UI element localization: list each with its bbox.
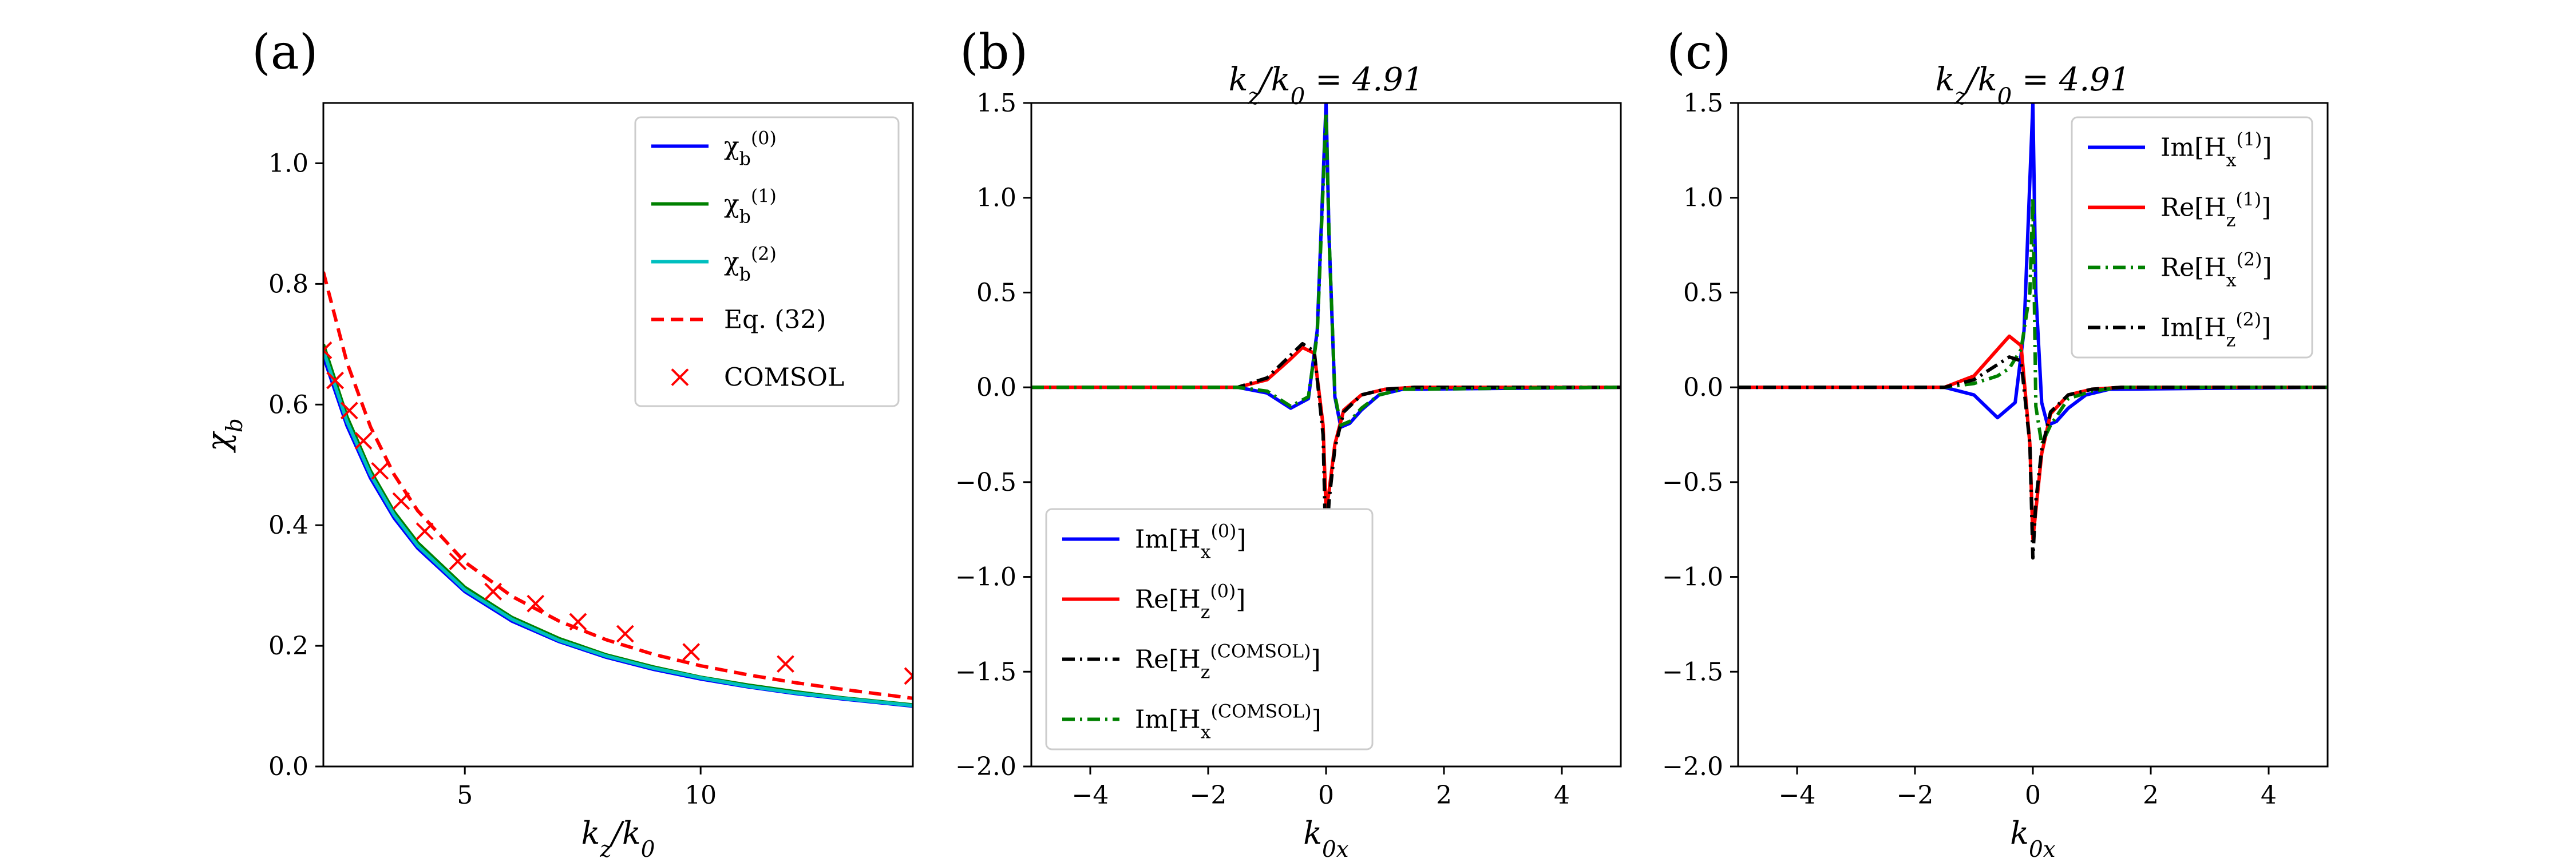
series-line-3 — [323, 271, 913, 700]
legend-entry-label: COMSOL — [724, 363, 844, 392]
legend-entry-label: χb(2) — [724, 244, 777, 285]
y-tick-label: 1.0 — [1683, 184, 1723, 213]
y-tick-label: 0.0 — [268, 752, 308, 781]
legend-entry-label: χb(0) — [724, 129, 777, 170]
legend-entry-label: Im[Hz(2)] — [2160, 310, 2271, 351]
series-line-0 — [323, 355, 913, 708]
y-tick-label: 0.6 — [268, 390, 308, 419]
data-point-x-marker — [569, 613, 587, 631]
y-tick-label: −1.5 — [1662, 657, 1723, 686]
x-tick-label: 2 — [1436, 781, 1452, 810]
legend-entry-label: Im[Hx(1)] — [2160, 130, 2272, 171]
x-axis-label: kz/k0 — [581, 815, 655, 858]
y-tick-label: −0.5 — [1662, 468, 1723, 497]
x-tick-label: −4 — [1779, 781, 1816, 810]
y-tick-label: −1.5 — [955, 657, 1016, 686]
data-point-x-marker — [326, 371, 345, 390]
chart-title: kz/k0 = 4.91 — [1229, 61, 1424, 110]
x-axis-label: k0x — [1303, 815, 1348, 858]
plot-frame — [322, 102, 914, 768]
series-line-3 — [1031, 110, 1621, 427]
x-tick-label: 4 — [1554, 781, 1570, 810]
series-line-3 — [1738, 355, 2328, 560]
legend-entry-label: χb(1) — [724, 186, 777, 228]
data-point-x-marker — [527, 594, 545, 613]
x-tick-label: 2 — [2143, 781, 2159, 810]
legend: χb(0) χb(1) χb(2) Eq. (32) COMSOL — [634, 116, 900, 407]
chart-panel-0: 5 10 0.0 0.2 0.4 0.6 0.8 1.0 kz/k0 χb (a) χb(0) χb(1… — [200, 24, 914, 858]
data-point-x-marker — [371, 462, 389, 480]
legend-entry-label: Re[Hx(2)] — [2160, 250, 2272, 291]
legend-entry-label: Re[Hz(0)] — [1135, 582, 1245, 623]
legend-entry-label: Re[Hz(1)] — [2160, 190, 2271, 231]
chart-panel-2: −4 −2 0 2 4 −2.0 −1.5 −1.0 −0.5 0.0 0.5 1.0 1.5 k0x kz… — [1662, 24, 2329, 858]
y-tick-label: 1.5 — [976, 89, 1016, 118]
x-tick-label: 0 — [1318, 781, 1334, 810]
x-axis-label: k0x — [2010, 815, 2055, 858]
y-tick-label: 1.5 — [1683, 89, 1723, 118]
series-line-1 — [1031, 345, 1621, 513]
data-point-x-marker — [484, 582, 502, 601]
y-tick-label: 0.0 — [976, 373, 1016, 402]
legend-frame — [1045, 508, 1374, 750]
y-tick-label: −2.0 — [955, 752, 1016, 781]
data-point-x-marker — [416, 522, 434, 541]
y-tick-label: 0.5 — [976, 278, 1016, 307]
series-line-2 — [323, 349, 913, 708]
panel-label: (b) — [960, 24, 1028, 80]
data-point-x-marker — [904, 667, 913, 685]
series-line-0 — [1738, 103, 2328, 427]
legend-entry-label: Im[Hx(COMSOL)] — [1135, 702, 1321, 743]
x-tick-label: 5 — [457, 781, 473, 810]
data-point-x-marker — [354, 432, 373, 450]
legend-entry-label: Eq. (32) — [724, 305, 826, 335]
x-tick-label: −2 — [1190, 781, 1227, 810]
x-tick-label: 4 — [2261, 781, 2277, 810]
data-point-x-marker — [616, 625, 634, 643]
data-point-x-marker — [323, 341, 333, 359]
legend-entry-label: Re[Hz(COMSOL)] — [1135, 642, 1321, 683]
series-line-2 — [1738, 196, 2328, 446]
legend: Im[Hx(0)] Re[Hz(0)] Re[Hz(COMSOL)] Im[Hx(CO… — [1045, 508, 1374, 750]
y-tick-label: 0.8 — [268, 269, 308, 299]
x-tick-label: −4 — [1072, 781, 1109, 810]
series-group — [1738, 103, 2328, 560]
y-tick-label: −1.0 — [955, 563, 1016, 592]
y-axis-label: χb — [200, 418, 248, 454]
data-point-x-marker — [392, 492, 410, 510]
legend-entry-label: Im[Hx(0)] — [1135, 522, 1247, 563]
y-tick-label: −1.0 — [1662, 563, 1723, 592]
series-group — [323, 271, 913, 708]
y-tick-label: 0.5 — [1683, 278, 1723, 307]
data-point-x-marker — [777, 655, 794, 673]
y-tick-label: −0.5 — [955, 468, 1016, 497]
series-4-markers — [323, 341, 913, 685]
y-tick-label: 1.0 — [268, 149, 308, 178]
x-tick-label: 0 — [2025, 781, 2041, 810]
y-tick-label: 0.0 — [1683, 373, 1723, 402]
y-tick-label: −2.0 — [1662, 752, 1723, 781]
y-tick-label: 0.2 — [268, 631, 308, 661]
legend: Im[Hx(1)] Re[Hz(1)] Re[Hx(2)] Im[Hz(2)] — [2071, 116, 2313, 359]
legend-frame — [2071, 116, 2313, 359]
y-tick-label: 0.4 — [268, 511, 308, 540]
data-point-x-marker — [340, 402, 358, 420]
legend-frame — [634, 116, 900, 407]
x-tick-label: −2 — [1897, 781, 1934, 810]
chart-panel-1: −4 −2 0 2 4 −2.0 −1.5 −1.0 −0.5 0.0 0.5 1.0 1.5 k0x kz… — [955, 24, 1622, 858]
chart-title: kz/k0 = 4.91 — [1936, 61, 2131, 110]
panel-label: (c) — [1667, 24, 1731, 80]
x-tick-label: 10 — [684, 781, 717, 810]
panel-label: (a) — [252, 24, 318, 80]
y-tick-label: 1.0 — [976, 184, 1016, 213]
data-point-x-marker — [682, 643, 701, 661]
legend-marker — [671, 368, 689, 386]
data-point-x-marker — [449, 553, 467, 570]
series-group — [1031, 103, 1621, 560]
